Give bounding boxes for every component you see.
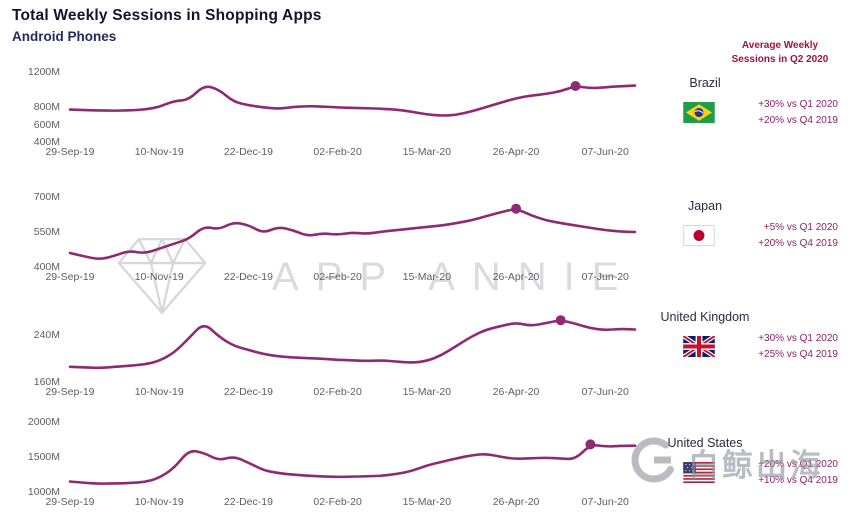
x-tick-label: 10-Nov-19: [134, 496, 184, 508]
highlight-marker: [555, 315, 566, 326]
page-subtitle: Android Phones: [12, 29, 117, 44]
y-tick-label: 400M: [33, 136, 60, 148]
us-flag-icon: [683, 462, 715, 483]
country-stats: +5% vs Q1 2020 +20% vs Q4 2019: [758, 220, 838, 251]
y-tick-label: 160M: [33, 376, 60, 388]
flag-container: [640, 225, 758, 246]
x-tick-label: 07-Jun-20: [581, 496, 629, 508]
sessions-line: [68, 319, 637, 370]
x-tick-label: 26-Apr-20: [492, 386, 540, 398]
sessions-line-chart: [68, 203, 637, 260]
y-tick-label: 1200M: [27, 66, 60, 78]
y-tick-label: 700M: [33, 191, 60, 203]
x-tick-label: 15-Mar-20: [402, 496, 452, 508]
sessions-line: [68, 84, 637, 117]
y-tick-label: 600M: [33, 118, 60, 131]
x-tick-label: 07-Jun-20: [581, 386, 629, 398]
y-tick-label: 1500M: [27, 451, 60, 463]
average-sessions-header-line2: Sessions in Q2 2020: [731, 54, 829, 65]
x-tick-label: 15-Mar-20: [402, 271, 452, 283]
x-tick-label: 22-Dec-19: [223, 271, 273, 283]
average-sessions-header: Average Weekly Sessions in Q2 2020: [710, 39, 850, 67]
stat-vs-q4: +25% vs Q4 2019: [758, 348, 838, 360]
x-tick-label: 10-Nov-19: [134, 386, 184, 398]
highlight-marker: [585, 439, 596, 450]
country-info: United States +20% vs Q1 2020 +10% vs Q4…: [640, 436, 846, 488]
country-stats-row: +20% vs Q1 2020 +10% vs Q4 2019: [640, 457, 838, 488]
x-axis: 29-Sep-19 10-Nov-19 22-Dec-19 02-Feb-20 15-M…: [0, 146, 720, 160]
country-info: United Kingdom +30% vs Q1 2020 +25% vs Q…: [640, 310, 846, 362]
stat-vs-q1: +30% vs Q1 2020: [758, 333, 838, 344]
page-title: Total Weekly Sessions in Shopping Apps: [12, 7, 322, 24]
highlight-marker: [511, 203, 522, 214]
stat-vs-q1: +20% vs Q1 2020: [758, 459, 838, 470]
country-name: Brazil: [689, 76, 721, 90]
x-tick-label: 10-Nov-19: [134, 146, 184, 158]
sessions-line-chart: [68, 81, 637, 117]
y-tick-label: 240M: [33, 329, 60, 342]
brazil-flag-icon: [683, 102, 715, 123]
x-axis: 29-Sep-19 10-Nov-19 22-Dec-19 02-Feb-20 15-M…: [0, 496, 720, 510]
x-tick-label: 02-Feb-20: [313, 496, 362, 508]
x-tick-label: 29-Sep-19: [45, 146, 95, 158]
y-tick-label: 1000M: [27, 486, 60, 498]
x-tick-label: 15-Mar-20: [402, 386, 452, 398]
x-tick-label: 02-Feb-20: [313, 271, 362, 283]
stat-vs-q1: +30% vs Q1 2020: [758, 99, 838, 110]
country-stats: +20% vs Q1 2020 +10% vs Q4 2019: [758, 457, 838, 488]
x-tick-label: 15-Mar-20: [402, 146, 452, 158]
y-tick-label: 800M: [33, 101, 60, 113]
y-tick-label: 400M: [33, 261, 60, 273]
sessions-line: [68, 208, 637, 260]
x-axis: 29-Sep-19 10-Nov-19 22-Dec-19 02-Feb-20 15-M…: [0, 386, 720, 400]
x-tick-label: 07-Jun-20: [581, 146, 629, 158]
country-stats-row: +30% vs Q1 2020 +25% vs Q4 2019: [640, 331, 838, 362]
country-stats-row: +5% vs Q1 2020 +20% vs Q4 2019: [640, 220, 838, 251]
sessions-line-chart: [68, 315, 637, 370]
stat-vs-q1: +5% vs Q1 2020: [763, 222, 838, 233]
x-tick-label: 22-Dec-19: [223, 146, 273, 158]
stat-vs-q4: +20% vs Q4 2019: [758, 237, 838, 249]
country-name: Japan: [687, 199, 723, 213]
highlight-marker: [570, 81, 581, 91]
x-tick-label: 22-Dec-19: [223, 496, 273, 508]
x-tick-label: 26-Apr-20: [492, 146, 540, 158]
y-tick-label: 550M: [33, 226, 60, 238]
x-tick-label: 07-Jun-20: [581, 271, 629, 283]
country-stats: +30% vs Q1 2020 +25% vs Q4 2019: [758, 331, 838, 362]
country-stats-row: +30% vs Q1 2020 +20% vs Q4 2019: [640, 97, 838, 128]
sessions-line: [68, 444, 637, 485]
x-tick-label: 10-Nov-19: [134, 271, 184, 283]
x-tick-label: 29-Sep-19: [45, 386, 95, 398]
x-tick-label: 26-Apr-20: [492, 271, 540, 283]
flag-container: [640, 102, 758, 123]
uk-flag-icon: [683, 336, 716, 357]
country-info: Brazil +30% vs Q1 2020 +20% vs Q4 2019: [640, 76, 846, 128]
x-axis: 29-Sep-19 10-Nov-19 22-Dec-19 02-Feb-20 15-M…: [0, 271, 720, 285]
country-name: United States: [667, 436, 743, 450]
japan-flag-icon: [683, 225, 715, 246]
average-sessions-header-line1: Average Weekly: [741, 40, 819, 51]
y-tick-label: 2000M: [27, 416, 60, 428]
flag-container: [640, 336, 758, 357]
country-name: United Kingdom: [660, 310, 750, 324]
country-info: Japan +5% vs Q1 2020 +20% vs Q4 2019: [640, 199, 846, 251]
sessions-line-chart: [68, 439, 637, 485]
x-tick-label: 29-Sep-19: [45, 496, 95, 508]
x-tick-label: 02-Feb-20: [313, 146, 362, 158]
stat-vs-q4: +10% vs Q4 2019: [758, 474, 838, 486]
x-tick-label: 22-Dec-19: [223, 386, 273, 398]
country-stats: +30% vs Q1 2020 +20% vs Q4 2019: [758, 97, 838, 128]
stat-vs-q4: +20% vs Q4 2019: [758, 114, 838, 126]
x-tick-label: 29-Sep-19: [45, 271, 95, 283]
x-tick-label: 26-Apr-20: [492, 496, 540, 508]
flag-container: [640, 462, 758, 483]
x-tick-label: 02-Feb-20: [313, 386, 362, 398]
